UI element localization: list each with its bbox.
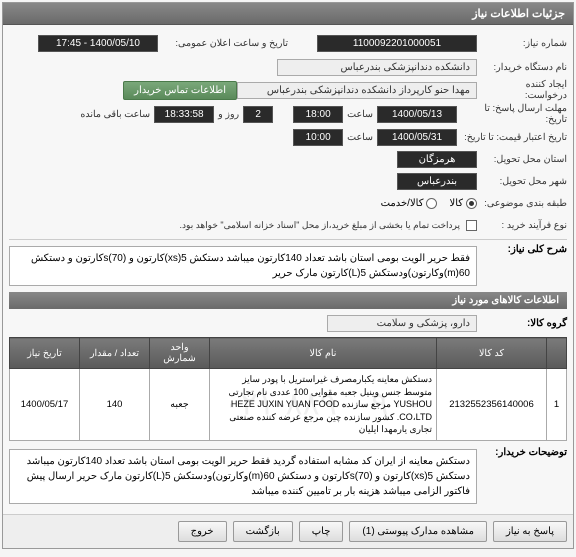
th-qty: تعداد / مقدار	[80, 338, 150, 369]
td-date: 1400/05/17	[10, 369, 80, 441]
countdown: 18:33:58	[154, 106, 214, 123]
creator-label: ایجاد کننده درخواست:	[477, 79, 567, 101]
th-name: نام کالا	[210, 338, 437, 369]
td-unit: جعبه	[150, 369, 210, 441]
footer-buttons: پاسخ به نیاز مشاهده مدارک پیوستی (1) چاپ…	[3, 514, 573, 548]
buyer-label: نام دستگاه خریدار:	[477, 62, 567, 73]
respond-button[interactable]: پاسخ به نیاز	[493, 521, 567, 542]
public-label: تاریخ و ساعت اعلان عمومی:	[158, 38, 288, 49]
notes-label: توضیحات خریدار:	[477, 447, 567, 458]
province-value: هرمزگان	[397, 151, 477, 168]
radio-service[interactable]: کالا/خدمت	[381, 198, 438, 209]
deadline-label: مهلت ارسال پاسخ: تا تاریخ:	[457, 103, 567, 125]
desc-title-label: شرح کلی نیاز:	[477, 244, 567, 255]
province-label: استان محل تحویل:	[477, 154, 567, 165]
form-section: شماره نیاز: 1100092201000051 تاریخ و ساع…	[3, 25, 573, 514]
radio-goods[interactable]: کالا	[449, 198, 477, 209]
td-name-text: دستکش معاینه یکبارمصرف غیراستریل با پودر…	[228, 374, 432, 434]
table-row: 1 2132552356140006 دستکش معاینه یکبارمصر…	[10, 369, 567, 441]
time-label-1: ساعت	[343, 109, 377, 120]
req-no-value: 1100092201000051	[317, 35, 477, 52]
radio-goods-label: کالا	[449, 198, 463, 209]
city-label: شهر محل تحویل:	[477, 176, 567, 187]
group-label: گروه کالا:	[477, 318, 567, 329]
table-header-row: کد کالا نام کالا واحد شمارش تعداد / مقدا…	[10, 338, 567, 369]
td-qty: 140	[80, 369, 150, 441]
exit-button[interactable]: خروج	[178, 521, 227, 542]
public-datetime: 1400/05/10 - 17:45	[38, 35, 158, 52]
category-label: طبقه بندی موضوعی:	[477, 198, 567, 209]
radio-service-label: کالا/خدمت	[381, 198, 424, 209]
validity-label: تاریخ اعتبار قیمت: تا تاریخ:	[457, 132, 567, 143]
th-date: تاریخ نیاز	[10, 338, 80, 369]
goods-header: اطلاعات کالاهای مورد نیاز	[9, 292, 567, 309]
validity-time: 10:00	[293, 129, 343, 146]
group-value: دارو، پزشکی و سلامت	[327, 315, 477, 332]
time-label-2: ساعت	[343, 132, 377, 143]
td-name: دستکش معاینه یکبارمصرف غیراستریل با پودر…	[210, 369, 437, 441]
contact-button[interactable]: اطلاعات تماس خریدار	[123, 81, 237, 100]
back-button[interactable]: بازگشت	[233, 521, 293, 542]
th-unit: واحد شمارش	[150, 338, 210, 369]
req-no-label: شماره نیاز:	[477, 38, 567, 49]
goods-table: کد کالا نام کالا واحد شمارش تعداد / مقدا…	[9, 337, 567, 441]
days-value: 2	[243, 106, 273, 123]
buyer-value: دانشکده دندانپزشکی بندرعباس	[277, 59, 477, 76]
deadline-time: 18:00	[293, 106, 343, 123]
category-radio-group: کالا کالا/خدمت	[381, 198, 477, 209]
process-checkbox[interactable]	[466, 220, 477, 231]
deadline-date: 1400/05/13	[377, 106, 457, 123]
attachments-button[interactable]: مشاهده مدارک پیوستی (1)	[349, 521, 487, 542]
validity-date: 1400/05/31	[377, 129, 457, 146]
process-label: نوع فرآیند خرید :	[477, 220, 567, 231]
creator-value: مهدا حنو کارپرداز دانشکده دندانپزشکی بند…	[237, 82, 477, 99]
td-idx: 1	[547, 369, 567, 441]
days-label: روز و	[214, 109, 243, 120]
city-value: بندرعباس	[397, 173, 477, 190]
print-button[interactable]: چاپ	[299, 521, 344, 542]
td-code: 2132552356140006	[437, 369, 547, 441]
th-idx	[547, 338, 567, 369]
th-code: کد کالا	[437, 338, 547, 369]
remaining-label: ساعت باقی مانده	[76, 109, 154, 120]
main-panel: جزئیات اطلاعات نیاز شماره نیاز: 11000922…	[2, 2, 574, 549]
desc-title-text: فقط حریر الویت بومی استان باشد تعداد 140…	[9, 246, 477, 286]
panel-title: جزئیات اطلاعات نیاز	[3, 3, 573, 25]
process-note: پرداخت تمام یا بخشی از مبلغ خرید،از محل …	[180, 220, 460, 231]
notes-text: دستکش معاینه از ایران کد مشابه استفاده گ…	[9, 449, 477, 504]
